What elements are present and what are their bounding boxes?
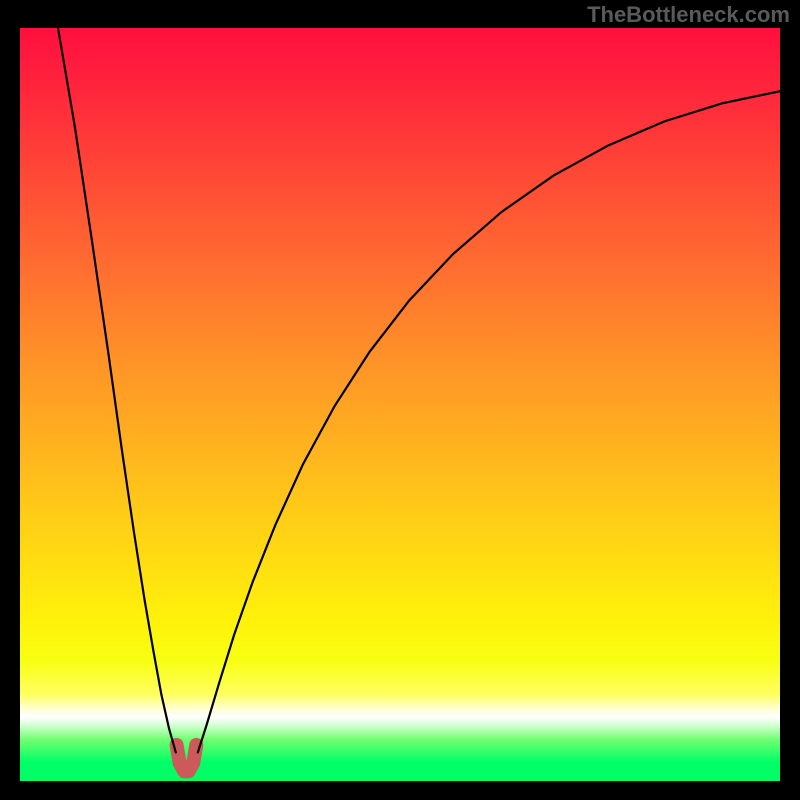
chart-svg bbox=[20, 28, 780, 781]
chart-container: TheBottleneck.com bbox=[0, 0, 800, 800]
plot-area bbox=[20, 28, 780, 781]
attribution-label: TheBottleneck.com bbox=[587, 2, 790, 28]
gradient-background bbox=[20, 28, 780, 781]
